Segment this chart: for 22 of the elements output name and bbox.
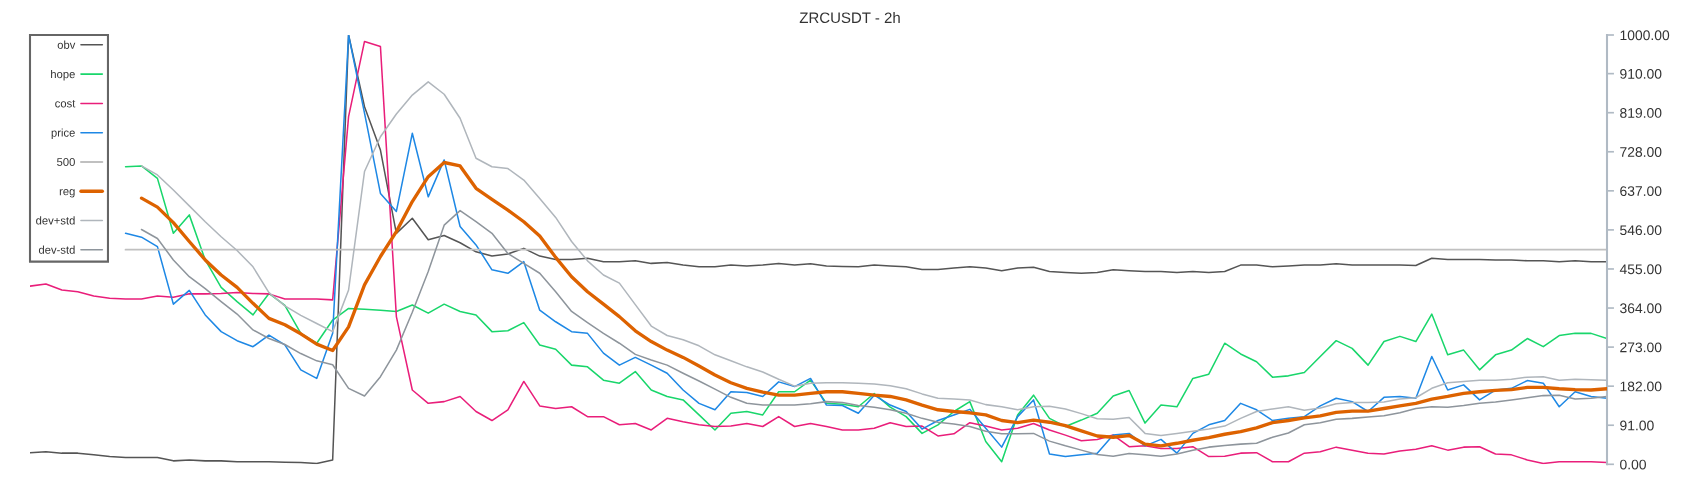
legend-label: dev+std [36, 216, 75, 225]
y-tick-label: 91.00 [1620, 420, 1654, 431]
legend-label: cost [55, 100, 76, 108]
legend-label: 500 [57, 158, 75, 166]
legend-label: price [51, 128, 75, 139]
y-tick-label: 637.00 [1620, 186, 1662, 197]
y-tick-label: 819.00 [1620, 108, 1662, 118]
line-series [140, 209, 1607, 457]
legend-label: reg [59, 189, 75, 198]
y-tick-label: 182.00 [1620, 381, 1662, 392]
y-tick-label: 273.00 [1620, 342, 1662, 353]
chart-title: ZRCUSDT - 2h [799, 12, 900, 24]
y-tick-label: 546.00 [1620, 225, 1662, 236]
legend-label: dev-std [38, 245, 75, 254]
y-tick-label: 364.00 [1620, 303, 1662, 314]
y-tick-label: 728.00 [1620, 147, 1662, 157]
legend-label: hope [51, 69, 75, 81]
y-tick-label: 455.00 [1619, 264, 1662, 275]
y-tick-label: 1000.00 [1620, 30, 1670, 41]
y-tick-label: 910.00 [1620, 68, 1662, 79]
y-tick-label: 0.00 [1620, 459, 1646, 470]
legend-label: obv [57, 40, 76, 49]
